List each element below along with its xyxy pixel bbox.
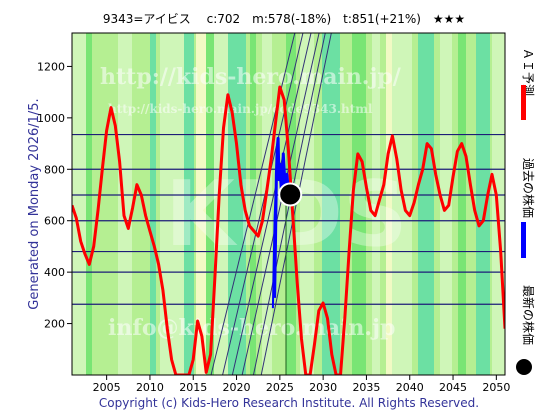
chart-title: 9343=アイビス c:702 m:578(-18%) t:851(+21%) …: [103, 12, 465, 26]
y-tick-label: 1200: [37, 60, 65, 73]
trend-diagonal-line: [231, 33, 312, 375]
background-band: [150, 33, 156, 375]
background-band: [476, 33, 490, 375]
x-tick-label: 2050: [482, 381, 510, 394]
background-band: [262, 33, 272, 375]
background-band: [86, 33, 92, 375]
plot-frame: [71, 32, 506, 376]
background-band: [418, 33, 434, 375]
background-band: [160, 33, 184, 375]
background-band: [184, 33, 194, 375]
y-tick-label: 600: [44, 215, 65, 228]
background-band: [386, 33, 392, 375]
background-band: [352, 33, 366, 375]
copyright-footer: Copyright (c) Kids-Hero Research Institu…: [99, 396, 479, 410]
background-band: [196, 33, 206, 375]
plot-inner: http://kids-hero.main.jp/http://kids-her…: [72, 33, 505, 375]
background-band: [206, 33, 214, 375]
legend-past-swatch: [521, 222, 526, 258]
legend-latest-label: 最新の株価: [521, 285, 536, 345]
x-tick-label: 2015: [179, 381, 207, 394]
past-price-line: [273, 136, 292, 298]
y-tick-label: 200: [44, 318, 65, 331]
trend-diagonal-line: [222, 33, 304, 375]
y-tick-label: 400: [44, 266, 65, 279]
background-band: [440, 33, 452, 375]
x-tick-label: 2045: [439, 381, 467, 394]
x-tick-label: 2020: [223, 381, 251, 394]
watermark-email: info@kids-hero.main.jp: [108, 315, 395, 341]
x-tick-label: 2010: [136, 381, 164, 394]
x-tick-label: 2040: [396, 381, 424, 394]
legend-ai-label: ＡＩ予測: [521, 48, 535, 96]
y-tick-label: 800: [44, 163, 65, 176]
plot-area: http://kids-hero.main.jp/http://kids-her…: [37, 32, 510, 394]
background-band: [118, 33, 132, 375]
x-tick-label: 2035: [352, 381, 380, 394]
legend-ai-swatch: [521, 85, 526, 120]
legend: ＡＩ予測 過去の株価 最新の株価: [516, 48, 536, 375]
past-price-line: [271, 194, 277, 309]
watermark-code-url: http://kids-hero.main.jp/code9343.html: [108, 102, 373, 116]
legend-latest-dot: [516, 359, 532, 375]
background-band: [300, 33, 314, 375]
generated-date-label: Generated on Monday 2026/1/5.: [27, 98, 42, 309]
x-tick-label: 2025: [266, 381, 294, 394]
ai-forecast-line: [72, 85, 505, 375]
background-band: [322, 33, 340, 375]
watermark-url: http://kids-hero.main.jp/: [100, 64, 402, 90]
background-band: [458, 33, 466, 375]
x-tick-label: 2030: [309, 381, 337, 394]
x-tick-label: 2005: [93, 381, 121, 394]
background-band: [392, 33, 412, 375]
latest-price-dot: [278, 182, 303, 207]
y-tick-label: 1000: [37, 112, 65, 125]
background-band: [72, 33, 86, 375]
background-band: [372, 33, 380, 375]
legend-past-label: 過去の株価: [521, 158, 536, 218]
